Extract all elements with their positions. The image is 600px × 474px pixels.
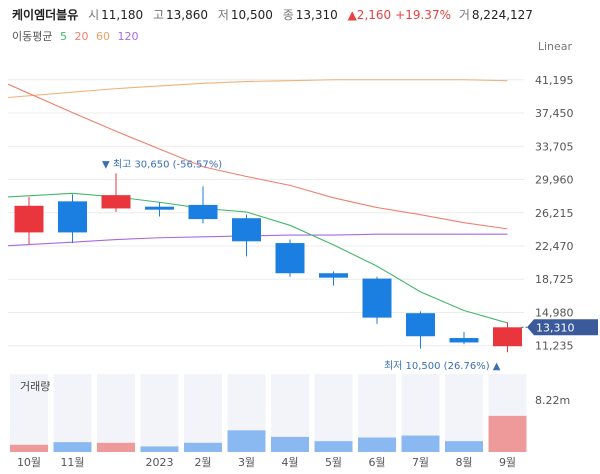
high-annotation: ▼ 최고 30,650 (-56.57%): [102, 158, 222, 170]
y-tick-label: 37,450: [535, 107, 574, 120]
x-tick-label: 10월: [17, 456, 41, 469]
candle-body: [58, 201, 87, 233]
y-tick-label: 33,705: [535, 140, 574, 153]
volume-bg: [184, 374, 222, 452]
volume-bar: [271, 436, 309, 452]
high-label: 고: [152, 8, 164, 22]
volume-bg: [445, 374, 483, 452]
y-tick-label: 29,960: [535, 174, 574, 187]
volume-bar: [10, 444, 48, 452]
candle-body: [493, 327, 522, 347]
volume-bar: [314, 441, 353, 452]
ma120-line: [7, 233, 508, 247]
x-tick-label: 4월: [281, 456, 298, 469]
volume-label: 거: [458, 8, 470, 22]
stock-header: 케이엠더블유 시 11,180 고 13,860 저 10,500 종 13,310 ▲…: [12, 6, 539, 23]
x-tick-label: 3월: [238, 456, 255, 469]
x-tick-label: 2023: [146, 456, 174, 469]
x-tick-label: 8월: [455, 456, 472, 469]
volume-bg: [53, 374, 92, 452]
volume-bg: [97, 374, 135, 452]
change-value: ▲2,160: [347, 8, 392, 22]
x-tick-label: 9월: [499, 456, 516, 469]
open-value: 11,180: [101, 8, 144, 22]
ma60-line: [7, 79, 508, 99]
volume-value: 8,224,127: [471, 8, 533, 22]
y-tick-label: 11,235: [535, 340, 574, 353]
last-price-label: 13,310: [536, 321, 575, 334]
x-tick-label: 5월: [325, 456, 342, 469]
y-tick-label: 41,195: [535, 74, 574, 87]
y-tick-label: 18,725: [535, 273, 574, 286]
volume-bar: [53, 442, 92, 452]
volume-bar: [358, 437, 396, 452]
candle-body: [406, 313, 435, 337]
ma-legend-label: 이동평균: [12, 30, 53, 43]
candle-body: [449, 338, 479, 343]
ma-legend-60: 60: [95, 30, 110, 43]
change-percent: +19.37%: [395, 8, 451, 22]
candle-body: [188, 204, 218, 220]
y-tick-label: 22,470: [535, 240, 574, 253]
x-tick-label: 6월: [368, 456, 385, 469]
y-tick-label: 26,215: [535, 207, 574, 220]
volume-bg: [314, 374, 353, 452]
volume-bg: [140, 374, 179, 452]
close-value: 13,310: [295, 8, 338, 22]
volume-bar: [401, 435, 440, 452]
low-label: 저: [217, 8, 229, 22]
y-tick-label: 14,980: [535, 306, 574, 319]
volume-bar: [97, 442, 135, 452]
volume-bar: [227, 430, 266, 452]
volume-bg: [10, 374, 48, 452]
ma-legend-20: 20: [74, 30, 89, 43]
high-value: 13,860: [166, 8, 208, 22]
last-price-tag: [527, 319, 598, 336]
volume-bar: [445, 441, 483, 452]
ma20-line: [7, 83, 508, 230]
volume-pane-label: 거래량: [20, 380, 51, 393]
volume-bar: [184, 442, 222, 452]
volume-max-label: 8.22m: [535, 394, 570, 407]
moving-average-legend[interactable]: 이동평균 5 20 60 120: [12, 28, 142, 44]
x-tick-label: 11월: [60, 456, 84, 469]
close-label: 종: [282, 8, 294, 22]
candle-body: [145, 206, 174, 210]
x-tick-label: 2월: [194, 456, 211, 469]
volume-bar: [488, 415, 527, 452]
low-annotation: 최저 10,500 (26.76%) ▲: [384, 360, 501, 372]
ma-legend-5: 5: [59, 30, 67, 43]
scale-toggle-button[interactable]: Linear: [537, 40, 572, 53]
volume-bar: [140, 446, 179, 452]
candle-body: [232, 218, 261, 242]
stock-name: 케이엠더블유: [12, 8, 79, 22]
x-tick-label: 7월: [412, 456, 429, 469]
candle-body: [362, 278, 392, 318]
ma-legend-120: 120: [117, 30, 139, 43]
candle-body: [14, 205, 44, 233]
open-label: 시: [88, 8, 100, 22]
candle-body: [275, 243, 305, 274]
low-value: 10,500: [230, 8, 273, 22]
candle-body: [319, 273, 348, 278]
candle-body: [101, 195, 131, 209]
